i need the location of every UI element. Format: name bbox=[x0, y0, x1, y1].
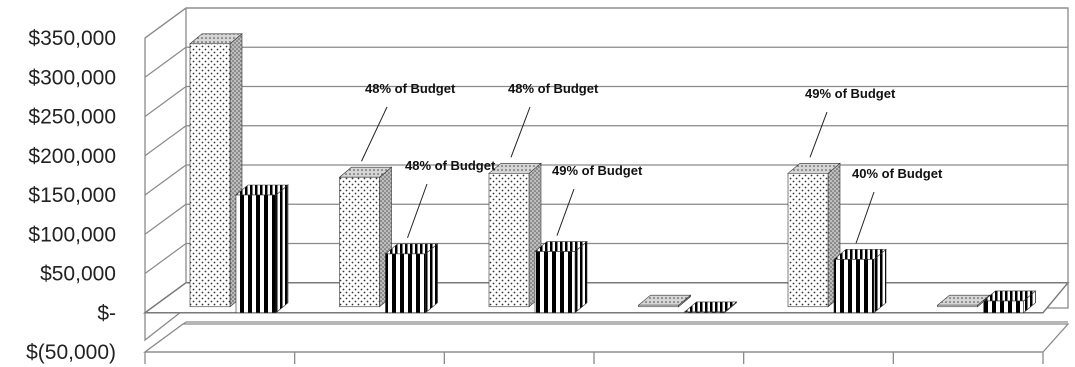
bar-series-2-cat-3 bbox=[534, 240, 588, 314]
bar-series-1-cat-3 bbox=[488, 162, 542, 308]
annotation-leader bbox=[809, 111, 828, 158]
gridlines bbox=[144, 7, 1068, 353]
annotation-label: 40% of Budget bbox=[852, 166, 943, 181]
gridline-side bbox=[144, 164, 187, 196]
annotation-label: 49% of Budget bbox=[552, 163, 643, 178]
annotation: 48% of Budget bbox=[361, 81, 456, 162]
y-tick-label: $50,000 bbox=[40, 263, 116, 286]
bar-series-2-cat-2 bbox=[384, 243, 439, 314]
bars bbox=[189, 33, 1037, 314]
bar-series-1-cat-6 bbox=[936, 294, 991, 308]
annotation: 40% of Budget bbox=[852, 166, 943, 244]
annotation: 48% of Budget bbox=[508, 81, 599, 158]
category-floor bbox=[143, 323, 1070, 353]
bar-series-1-cat-2 bbox=[338, 166, 393, 308]
y-tick-label: $350,000 bbox=[28, 27, 116, 50]
annotation: 48% of Budget bbox=[405, 158, 496, 239]
y-tick-label: $100,000 bbox=[28, 223, 116, 246]
annotation-leader bbox=[556, 188, 575, 236]
annotation-leader bbox=[510, 106, 531, 158]
annotation-label: 49% of Budget bbox=[805, 86, 896, 101]
gridline-side bbox=[144, 46, 187, 78]
y-tick-label: $250,000 bbox=[28, 106, 116, 129]
annotation-leader bbox=[361, 106, 388, 162]
bar-series-2-cat-1 bbox=[235, 184, 289, 314]
y-axis-tick-labels: $350,000 $300,000 $250,000 $200,000 $150,000… bbox=[26, 27, 116, 364]
annotation: 49% of Budget bbox=[552, 163, 643, 236]
y-tick-label: $- bbox=[97, 302, 116, 325]
bar-series-1-cat-4 bbox=[637, 294, 692, 308]
gridline-side bbox=[144, 7, 187, 39]
y-tick-label: $(50,000) bbox=[26, 341, 116, 364]
bar-series-2-cat-6 bbox=[982, 290, 1037, 314]
gridline-side bbox=[144, 243, 187, 274]
y-tick-label: $300,000 bbox=[28, 66, 116, 89]
y-tick-label: $200,000 bbox=[28, 145, 116, 168]
gridline-side bbox=[144, 203, 187, 235]
annotation-leader bbox=[407, 183, 428, 239]
y-tick-label: $150,000 bbox=[28, 184, 116, 207]
annotation: 49% of Budget bbox=[805, 86, 896, 158]
gridline-side bbox=[144, 125, 187, 157]
bar-series-2-cat-4 bbox=[683, 301, 738, 314]
annotation-leader bbox=[855, 191, 875, 244]
annotation-label: 48% of Budget bbox=[508, 81, 599, 96]
bar-series-2-cat-5 bbox=[833, 248, 887, 314]
gridline-side bbox=[144, 86, 187, 117]
annotation-label: 48% of Budget bbox=[405, 158, 496, 173]
annotation-label: 48% of Budget bbox=[365, 81, 456, 96]
annotations: 48% of Budget 48% of Budget 48% of Budget 4… bbox=[361, 81, 943, 244]
bar-series-1-cat-1 bbox=[189, 33, 243, 308]
bar-series-1-cat-5 bbox=[787, 162, 841, 308]
